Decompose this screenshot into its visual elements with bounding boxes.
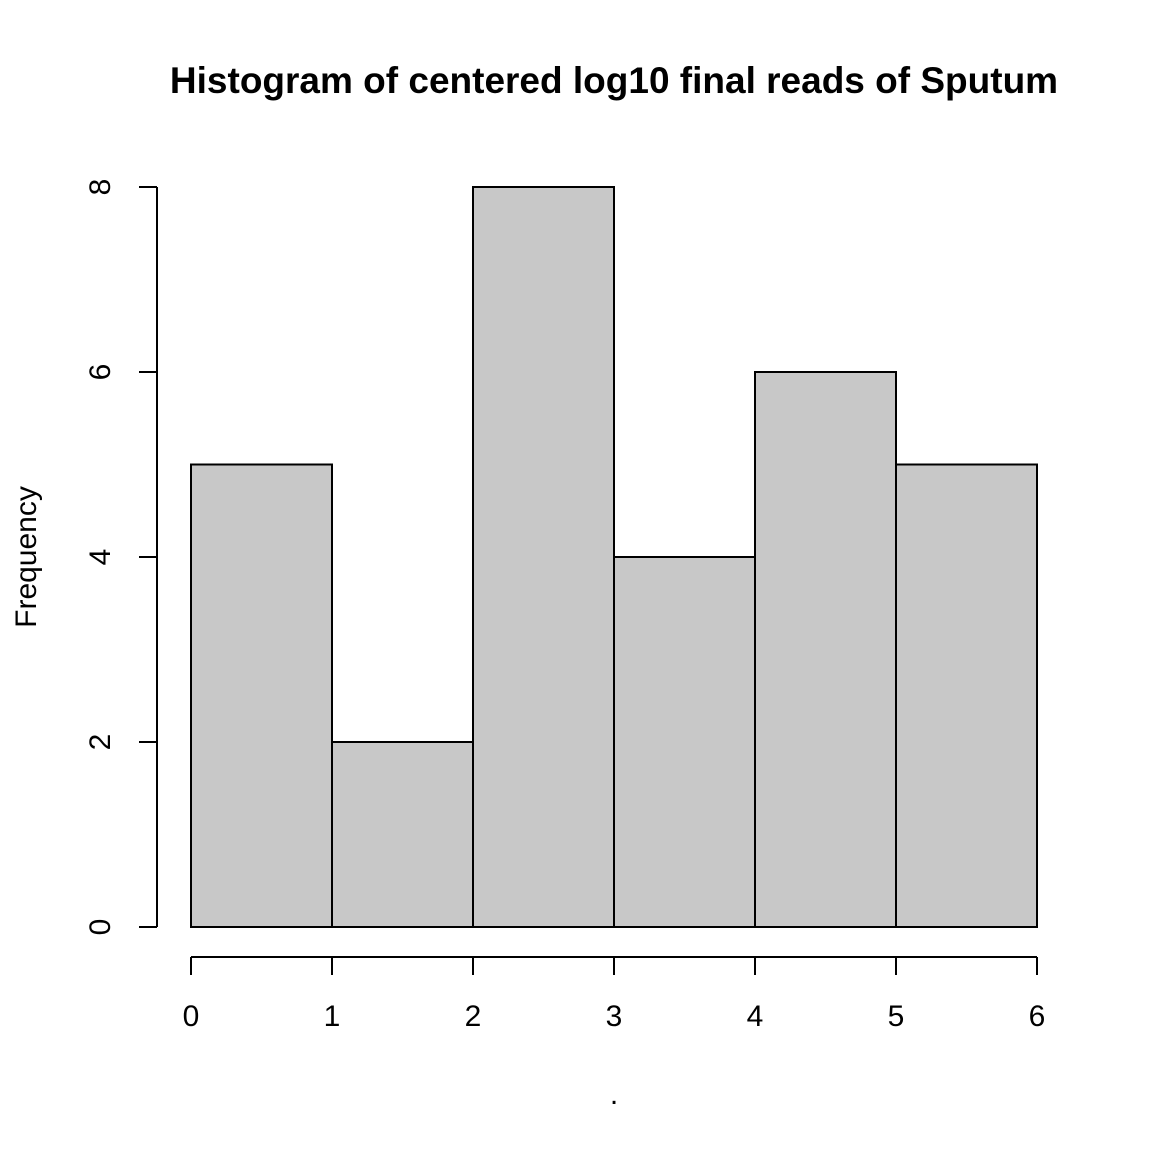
y-tick-label-1: 2 <box>84 734 117 751</box>
y-tick-label-3: 6 <box>84 364 117 381</box>
y-tick-label-0: 0 <box>84 919 117 936</box>
x-tick-label-6: 6 <box>1029 1000 1046 1033</box>
x-tick-label-2: 2 <box>465 1000 482 1033</box>
x-tick-label-4: 4 <box>747 1000 764 1033</box>
bars-group <box>190 186 1038 928</box>
y-axis-label: Frequency <box>10 486 43 628</box>
y-axis: 0 2 4 6 8 <box>84 179 158 936</box>
y-tick-label-2: 4 <box>84 549 117 566</box>
chart-title: Histogram of centered log10 final reads … <box>170 60 1058 101</box>
x-tick-label-3: 3 <box>606 1000 623 1033</box>
x-axis-label: . <box>610 1078 618 1111</box>
histogram-bar-5 <box>895 463 1038 928</box>
x-tick-label-1: 1 <box>324 1000 341 1033</box>
histogram-bar-1 <box>331 741 474 928</box>
x-tick-label-0: 0 <box>183 1000 200 1033</box>
histogram-bar-4 <box>754 371 897 928</box>
histogram-bar-3 <box>613 556 756 928</box>
histogram-bar-2 <box>472 186 615 928</box>
histogram-bar-0 <box>190 463 333 928</box>
x-tick-label-5: 5 <box>888 1000 905 1033</box>
x-axis: 0 1 2 3 4 5 6 <box>183 956 1046 1033</box>
y-tick-label-4: 8 <box>84 179 117 196</box>
